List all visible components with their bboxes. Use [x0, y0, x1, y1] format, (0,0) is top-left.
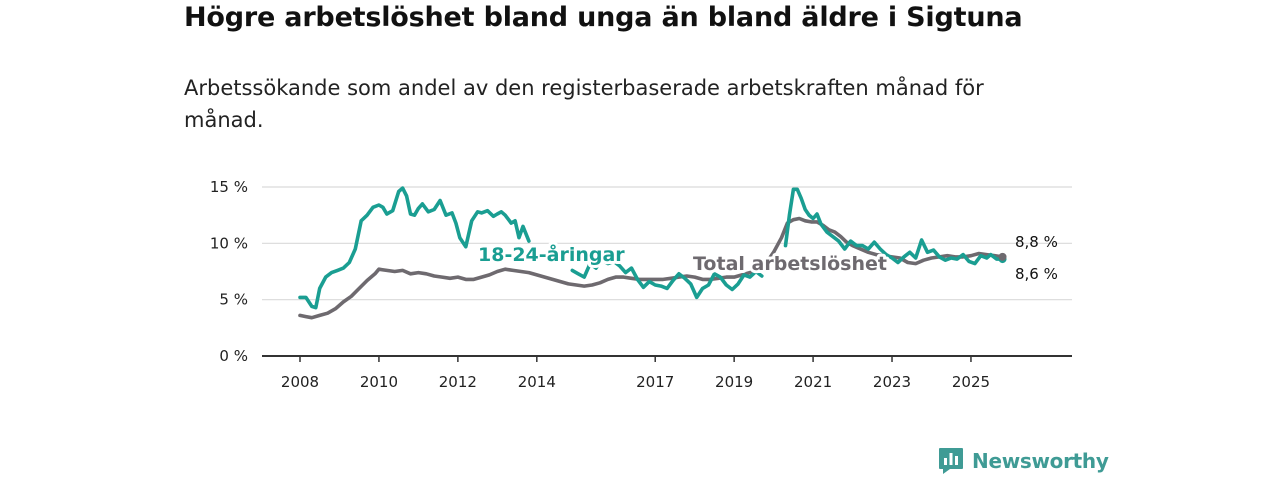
x-tick-label: 2023 — [873, 373, 911, 391]
x-tick-label: 2025 — [952, 373, 990, 391]
gridlines — [262, 186, 1072, 301]
x-tick-label: 2010 — [360, 373, 398, 391]
y-tick-label: 0 % — [219, 347, 248, 365]
brand-name: Newsworthy — [972, 449, 1109, 473]
series-line-youth — [298, 186, 1005, 310]
y-tick-label: 15 % — [210, 178, 248, 196]
series-lines — [298, 186, 1007, 320]
x-tick-label: 2012 — [439, 373, 477, 391]
x-axis: 2008 2010 2012 2014 2017 2019 2021 2023 2025 — [262, 355, 1072, 391]
total-series-label: Total arbetslöshet — [693, 253, 887, 275]
x-tick-label: 2008 — [281, 373, 319, 391]
x-tick-label: 2019 — [715, 373, 753, 391]
total-end-value-label: 8,8 % — [1015, 233, 1058, 251]
youth-series-label: 18-24-åringar — [478, 242, 625, 266]
y-axis: 0 % 5 % 10 % 15 % — [210, 178, 248, 365]
y-tick-label: 10 % — [210, 234, 248, 252]
newsworthy-logo: Newsworthy — [938, 447, 1109, 475]
x-tick-label: 2021 — [794, 373, 832, 391]
y-tick-label: 5 % — [219, 291, 248, 309]
total-end-point — [998, 252, 1007, 261]
series-line-total — [298, 216, 1005, 320]
bar-chart-icon — [939, 448, 963, 474]
chart-subtitle: Arbetssökande som andel av den registerb… — [184, 76, 984, 132]
chart-title: Högre arbetslöshet bland unga än bland ä… — [184, 2, 1023, 33]
x-tick-label: 2017 — [636, 373, 674, 391]
x-tick-label: 2014 — [518, 373, 556, 391]
youth-end-value-label: 8,6 % — [1015, 265, 1058, 283]
series-labels: 18-24-åringar Total arbetslöshet 8,8 % 8,6 … — [475, 233, 1058, 283]
